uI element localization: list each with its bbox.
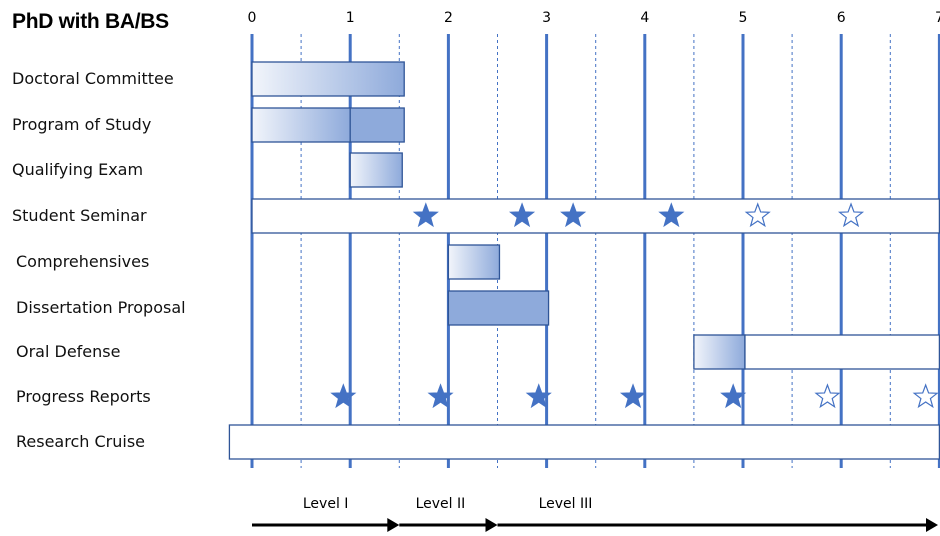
x-tick-label: 0 <box>248 10 257 26</box>
x-tick-label: 3 <box>542 10 551 26</box>
x-tick-label: 7 <box>935 10 940 26</box>
filled-star-marker <box>525 383 552 409</box>
hollow-star-marker <box>744 202 771 228</box>
level-arrows: Level I Level II Level III <box>252 496 938 532</box>
level-arrow-head <box>485 518 498 532</box>
level-arrow-head <box>926 518 938 532</box>
filled-star-marker <box>619 383 647 409</box>
level-arrow-head <box>387 518 400 532</box>
hollow-star-marker <box>837 202 865 228</box>
row-label-research-cruise: Research Cruise <box>16 432 145 451</box>
bar-doctoral-committee <box>251 61 405 97</box>
row-label-progress-reports: Progress Reports <box>16 387 151 406</box>
chart-heading: PhD with BA/BS <box>12 10 169 33</box>
filled-star-marker <box>330 383 357 409</box>
filled-star-marker <box>508 202 536 228</box>
filled-star-marker <box>720 383 747 409</box>
x-tick-label: 2 <box>444 10 453 26</box>
x-tick-label: 4 <box>640 10 649 26</box>
x-tick-label: 5 <box>739 10 748 26</box>
row-label-comprehensives: Comprehensives <box>16 252 150 271</box>
bars <box>228 61 940 460</box>
filled-star-marker <box>412 202 439 228</box>
filled-star-marker <box>560 202 587 228</box>
level-label: Level II <box>416 496 466 512</box>
filled-star-marker <box>658 202 685 228</box>
row-label-qualifying-exam: Qualifying Exam <box>12 160 144 179</box>
bar-dissertation-proposal <box>447 290 550 326</box>
row-label-program-of-study: Program of Study <box>12 115 152 134</box>
hollow-star-marker <box>814 383 841 409</box>
level-label: Level III <box>539 496 593 512</box>
x-tick-label: 6 <box>837 10 846 26</box>
filled-star-marker <box>427 383 454 409</box>
bar-student-seminar <box>251 198 940 234</box>
grid-lines <box>250 34 940 468</box>
markers <box>330 202 939 409</box>
bar-program-of-study <box>349 107 405 143</box>
bar-comprehensives <box>447 244 501 280</box>
x-tick-label: 1 <box>346 10 355 26</box>
hollow-star-marker <box>912 383 939 409</box>
level-label: Level I <box>303 496 349 512</box>
bar-oral-defense <box>693 334 746 370</box>
bar-research-cruise <box>228 424 940 460</box>
row-label-student-seminar: Student Seminar <box>12 206 147 225</box>
row-label-oral-defense: Oral Defense <box>16 342 121 361</box>
x-tick-labels: 0 1 2 3 4 5 6 7 <box>248 10 940 26</box>
bar-program-of-study <box>251 107 351 143</box>
bar-qualifying-exam <box>349 152 403 188</box>
row-label-doctoral-committee: Doctoral Committee <box>12 69 174 88</box>
row-label-dissertation-proposal: Dissertation Proposal <box>16 298 186 317</box>
bar-oral-defense <box>744 334 940 370</box>
